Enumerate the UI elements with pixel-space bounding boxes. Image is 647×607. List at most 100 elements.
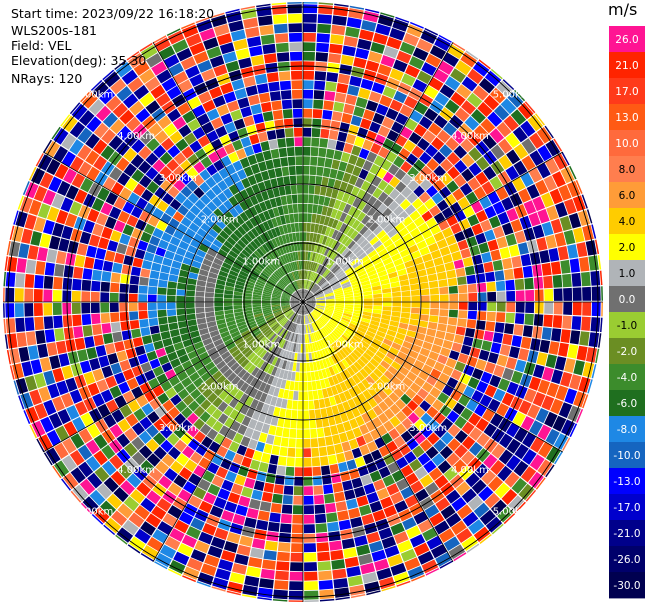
range-gate <box>238 57 252 69</box>
range-gate <box>282 205 289 215</box>
range-gate <box>255 192 264 203</box>
range-gate <box>207 347 218 356</box>
range-gate <box>320 186 327 196</box>
range-gate <box>178 511 194 525</box>
range-gate <box>304 270 307 280</box>
range-gate <box>417 519 433 533</box>
range-gate <box>250 354 259 364</box>
range-gate <box>529 150 544 166</box>
range-gate <box>303 146 311 156</box>
range-gate <box>154 187 167 200</box>
range-gate <box>280 255 286 265</box>
range-gate <box>446 452 460 467</box>
range-gate <box>585 347 597 363</box>
range-gate <box>338 233 346 243</box>
range-gate <box>388 392 400 403</box>
range-gate <box>517 242 529 255</box>
range-gate <box>248 557 263 568</box>
range-gate <box>325 298 335 301</box>
range-gate <box>399 104 413 118</box>
range-gate <box>400 161 413 173</box>
range-gate <box>138 302 148 311</box>
range-gate <box>193 341 204 350</box>
range-gate <box>211 262 222 270</box>
range-gate <box>295 156 303 166</box>
range-gate <box>287 351 293 361</box>
range-gate <box>471 223 484 236</box>
range-gate <box>405 355 416 365</box>
range-gate <box>199 28 216 42</box>
range-gate <box>304 289 307 299</box>
range-gate <box>325 306 334 311</box>
range-gate <box>153 418 166 432</box>
range-gate <box>244 396 254 407</box>
range-gate <box>350 351 359 361</box>
range-gate <box>303 400 309 410</box>
range-gate <box>133 408 147 422</box>
range-gate <box>478 78 495 94</box>
range-gate <box>216 319 226 325</box>
range-gate <box>247 154 258 166</box>
range-gate <box>353 349 362 358</box>
range-gate <box>343 225 351 235</box>
range-gate <box>205 307 214 313</box>
range-gate <box>275 326 283 334</box>
range-gate <box>330 318 339 325</box>
range-gate <box>357 404 367 415</box>
range-gate <box>297 290 302 299</box>
range-gate <box>250 103 262 115</box>
range-gate <box>186 167 199 179</box>
range-gate <box>234 352 244 362</box>
range-gate <box>313 288 321 294</box>
range-gate <box>262 221 271 231</box>
colorbar-swatch <box>609 104 645 131</box>
range-gate <box>185 33 202 47</box>
range-gate <box>365 349 375 358</box>
range-gate <box>217 488 231 501</box>
range-gate <box>249 387 259 398</box>
range-gate <box>255 519 269 531</box>
range-gate <box>200 156 213 169</box>
range-gate <box>226 590 241 596</box>
range-gate <box>279 523 292 533</box>
range-gate <box>192 126 206 140</box>
range-gate <box>183 132 197 146</box>
range-gate <box>554 356 567 371</box>
range-gate <box>193 51 209 64</box>
range-gate <box>518 483 535 501</box>
range-gate <box>102 333 114 345</box>
range-gate <box>293 293 300 300</box>
range-gate <box>363 483 376 495</box>
range-gate <box>318 4 333 15</box>
range-gate <box>312 476 323 486</box>
range-gate <box>102 112 118 128</box>
range-gate <box>265 315 274 321</box>
range-gate <box>532 196 546 212</box>
range-gate <box>276 283 285 290</box>
range-gate <box>417 138 430 151</box>
range-gate <box>524 277 534 290</box>
range-gate <box>277 206 284 216</box>
range-gate <box>92 368 105 382</box>
range-gate <box>210 536 226 549</box>
range-gate <box>316 264 322 273</box>
range-gate <box>310 371 316 381</box>
range-gate <box>303 372 308 382</box>
range-gate <box>362 352 372 362</box>
range-gate <box>581 271 591 287</box>
range-gate <box>390 281 400 288</box>
range-gate <box>426 172 439 185</box>
range-gate <box>224 289 234 295</box>
range-gate <box>195 249 207 258</box>
range-gate <box>273 289 282 294</box>
range-gate <box>164 468 178 482</box>
range-gate <box>80 177 94 193</box>
range-gate <box>248 274 257 282</box>
range-gate <box>326 445 336 456</box>
range-gate <box>369 540 384 553</box>
range-gate <box>379 234 390 244</box>
range-gate <box>257 321 267 328</box>
range-gate <box>249 340 258 349</box>
range-gate <box>313 194 320 205</box>
range-gate <box>489 374 502 388</box>
